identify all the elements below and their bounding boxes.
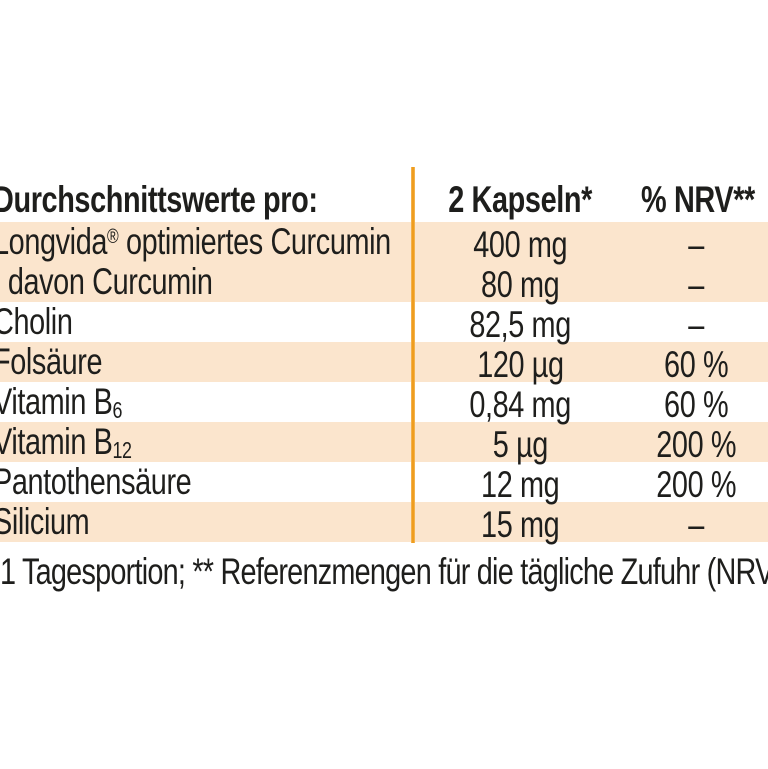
nutrient-name: Vitamin B6: [0, 381, 123, 424]
nutrient-name: Pantothensäure: [0, 461, 192, 502]
nutrient-name: Folsäure: [0, 341, 103, 382]
nrv-value: –: [688, 264, 705, 305]
table-header-row: Durchschnittswerte pro: 2 Kapseln* % NRV…: [0, 170, 768, 222]
table-row: Cholin 82,5 mg –: [0, 302, 768, 345]
amount-value: 120 µg: [476, 344, 564, 385]
table-row: davon Curcumin 80 mg –: [0, 262, 768, 305]
table-row: Silicium 15 mg –: [0, 502, 768, 545]
nrv-value: –: [688, 504, 705, 545]
nutrient-name: Silicium: [0, 501, 90, 542]
registered-trademark-symbol: ®: [107, 225, 119, 248]
amount-value: 15 mg: [480, 504, 560, 545]
amount-value: 400 mg: [473, 224, 567, 265]
nutrient-name: davon Curcumin: [7, 261, 213, 302]
column-divider-line: [411, 167, 415, 543]
nutrient-name: Longvida® optimiertes Curcumin: [0, 221, 391, 262]
table-row: Pantothensäure 12 mg 200 %: [0, 462, 768, 505]
amount-value: 82,5 mg: [469, 304, 571, 345]
nrv-value: 60 %: [664, 384, 729, 425]
footnote-text: 1 Tagesportion; ** Referenzmengen für di…: [0, 551, 768, 592]
vitamin-b6-subscript: 6: [112, 397, 123, 424]
nutrient-name: Cholin: [0, 301, 73, 342]
nrv-value: 200 %: [656, 464, 737, 505]
header-per-2-capsules-label: 2 Kapseln*: [448, 179, 592, 220]
nrv-value: –: [688, 304, 705, 345]
nutrient-name: Vitamin B12: [0, 421, 132, 464]
footnote: 1 Tagesportion; ** Referenzmengen für di…: [0, 549, 768, 595]
amount-value: 80 mg: [480, 264, 560, 305]
vitamin-b12-subscript: 12: [112, 437, 132, 464]
header-nrv-label: % NRV**: [641, 179, 755, 220]
table-row: Vitamin B6 0,84 mg 60 %: [0, 382, 768, 425]
amount-value: 0,84 mg: [469, 384, 571, 425]
nrv-value: 200 %: [656, 424, 737, 465]
table-row: Longvida® optimiertes Curcumin 400 mg –: [0, 222, 768, 265]
header-averages-label: Durchschnittswerte pro:: [0, 179, 318, 220]
table-row: Vitamin B12 5 µg 200 %: [0, 422, 768, 465]
nutrition-table: Durchschnittswerte pro: 2 Kapseln* % NRV…: [0, 167, 768, 545]
amount-value: 12 mg: [480, 464, 560, 505]
nrv-value: –: [688, 224, 705, 265]
table-row: Folsäure 120 µg 60 %: [0, 342, 768, 385]
nrv-value: 60 %: [664, 344, 729, 385]
amount-value: 5 µg: [492, 424, 548, 465]
